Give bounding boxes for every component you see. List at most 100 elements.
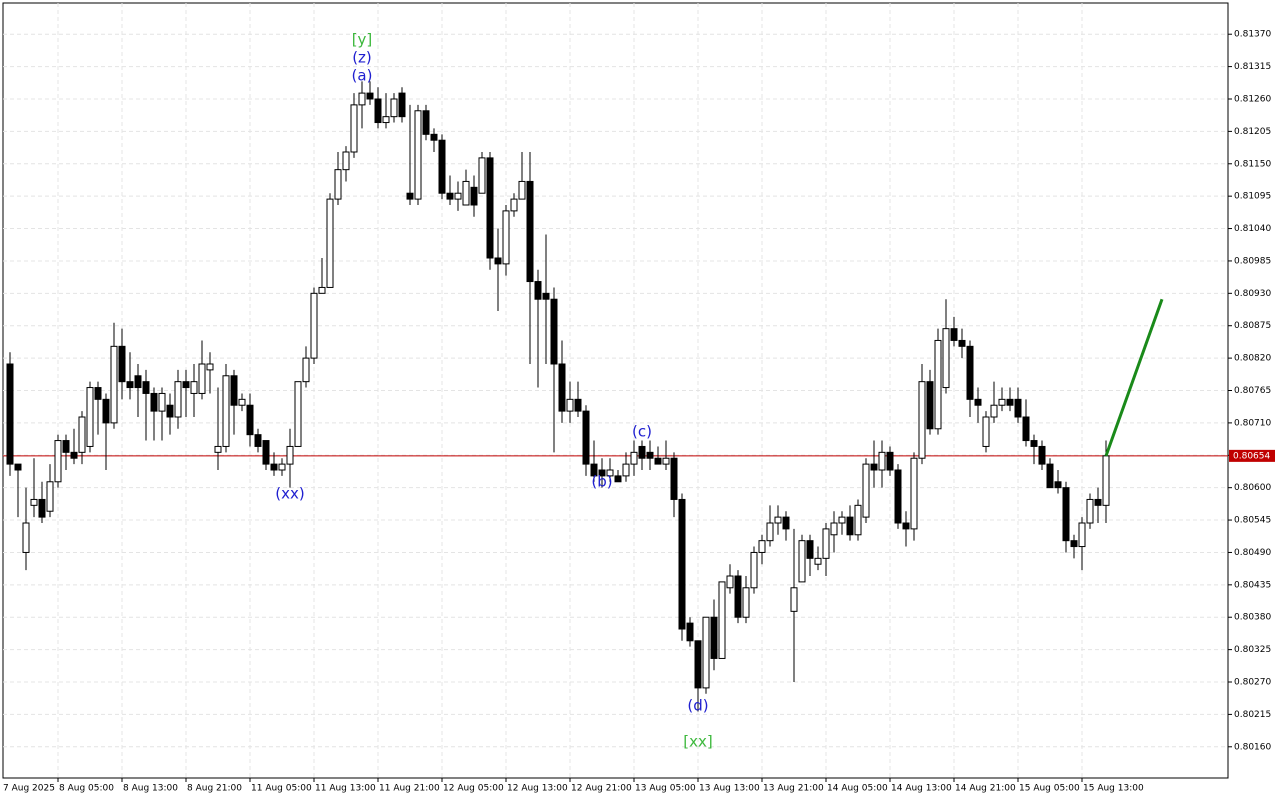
y-tick-label: 0.81205: [1234, 127, 1271, 137]
candle-body: [318, 286, 326, 294]
candle-body: [1094, 498, 1102, 506]
candle-body: [302, 357, 310, 383]
candle-body: [1062, 487, 1070, 542]
candle-body: [910, 457, 918, 530]
candle-body: [630, 451, 638, 465]
candle-body: [342, 151, 350, 171]
candle-body: [526, 180, 534, 283]
y-tick-label: 0.81260: [1234, 94, 1271, 104]
y-tick-label: 0.80325: [1234, 645, 1271, 655]
candle-body: [414, 110, 422, 200]
candle-body: [6, 363, 14, 465]
wave-label: (c): [632, 423, 652, 441]
y-tick-label: 0.80160: [1234, 742, 1271, 752]
x-tick-label: 12 Aug 13:00: [507, 784, 568, 794]
wave-label: (d): [687, 697, 708, 715]
candle-body: [654, 457, 662, 465]
candle-body: [574, 398, 582, 412]
candle-body: [846, 516, 854, 536]
x-tick-label: 8 Aug 21:00: [187, 784, 242, 794]
y-tick-label: 0.80270: [1234, 678, 1271, 688]
candle-body: [590, 463, 598, 477]
y-tick-label: 0.80435: [1234, 580, 1271, 590]
candle-body: [1102, 455, 1110, 506]
candle-body: [486, 157, 494, 259]
candle-body: [710, 616, 718, 659]
y-tick-label: 0.80765: [1234, 386, 1271, 396]
candle-body: [606, 469, 614, 477]
candle-body: [598, 469, 606, 477]
current-price-tag: [1229, 449, 1275, 462]
candle-body: [1038, 445, 1046, 465]
wave-label: (a): [352, 67, 373, 85]
candle-body: [926, 381, 934, 430]
candle-body: [878, 451, 886, 471]
candle-body: [462, 180, 470, 206]
candle-body: [46, 481, 54, 512]
x-tick-label: 13 Aug 13:00: [699, 784, 760, 794]
candle-body: [174, 381, 182, 418]
x-tick-label: 13 Aug 21:00: [763, 784, 824, 794]
y-tick-label: 0.80490: [1234, 548, 1271, 558]
candle-body: [270, 463, 278, 471]
x-tick-label: 12 Aug 05:00: [443, 784, 504, 794]
candle-body: [62, 440, 70, 453]
candle-body: [478, 157, 486, 194]
wave-label: (b): [591, 473, 612, 491]
candle-body: [670, 457, 678, 500]
candle-body: [438, 139, 446, 194]
x-tick-label: 11 Aug 21:00: [379, 784, 440, 794]
candle-body: [942, 328, 950, 389]
candle-body: [1054, 481, 1062, 489]
candle-body: [862, 463, 870, 518]
candle-body: [990, 404, 998, 418]
candle-body: [198, 363, 206, 394]
candle-body: [758, 540, 766, 553]
candle-body: [94, 387, 102, 400]
candle-body: [558, 363, 566, 412]
candle-body: [214, 445, 222, 453]
candle-body: [150, 392, 158, 412]
y-tick-label: 0.80820: [1234, 354, 1271, 364]
candle-body: [646, 451, 654, 459]
candle-body: [22, 522, 30, 553]
candle-body: [982, 416, 990, 447]
candle-body: [734, 575, 742, 618]
candle-body: [534, 281, 542, 300]
candle-body: [110, 345, 118, 424]
candle-body: [742, 587, 750, 618]
candle-body: [366, 92, 374, 100]
candle-body: [30, 498, 38, 506]
candle-body: [894, 469, 902, 524]
candle-body: [254, 434, 262, 447]
candle-body: [262, 440, 270, 465]
candle-body: [102, 398, 110, 424]
candle-body: [638, 445, 646, 459]
wave-label: (z): [352, 49, 372, 67]
candle-body: [1070, 540, 1078, 548]
y-tick-label: 0.81150: [1234, 159, 1271, 169]
candle-body: [1086, 498, 1094, 524]
candle-body: [550, 298, 558, 365]
candle-body: [158, 392, 166, 412]
candle-body: [374, 98, 382, 124]
candle-body: [1006, 398, 1014, 406]
candle-body: [286, 445, 294, 465]
candle-body: [206, 363, 214, 371]
wave-label: (xx): [275, 485, 304, 503]
candle-body: [166, 404, 174, 418]
candle-body: [446, 192, 454, 200]
candle-body: [790, 587, 798, 612]
candle-body: [222, 375, 230, 447]
candle-body: [326, 198, 334, 288]
candle-body: [430, 133, 438, 141]
x-tick-label: 14 Aug 13:00: [891, 784, 952, 794]
candle-body: [966, 345, 974, 400]
candle-body: [398, 92, 406, 118]
x-tick-label: 14 Aug 21:00: [955, 784, 1016, 794]
candle-body: [806, 540, 814, 559]
candle-body: [814, 557, 822, 565]
candle-body: [798, 540, 806, 583]
x-tick-label: 8 Aug 05:00: [59, 784, 114, 794]
candle-body: [974, 398, 982, 406]
